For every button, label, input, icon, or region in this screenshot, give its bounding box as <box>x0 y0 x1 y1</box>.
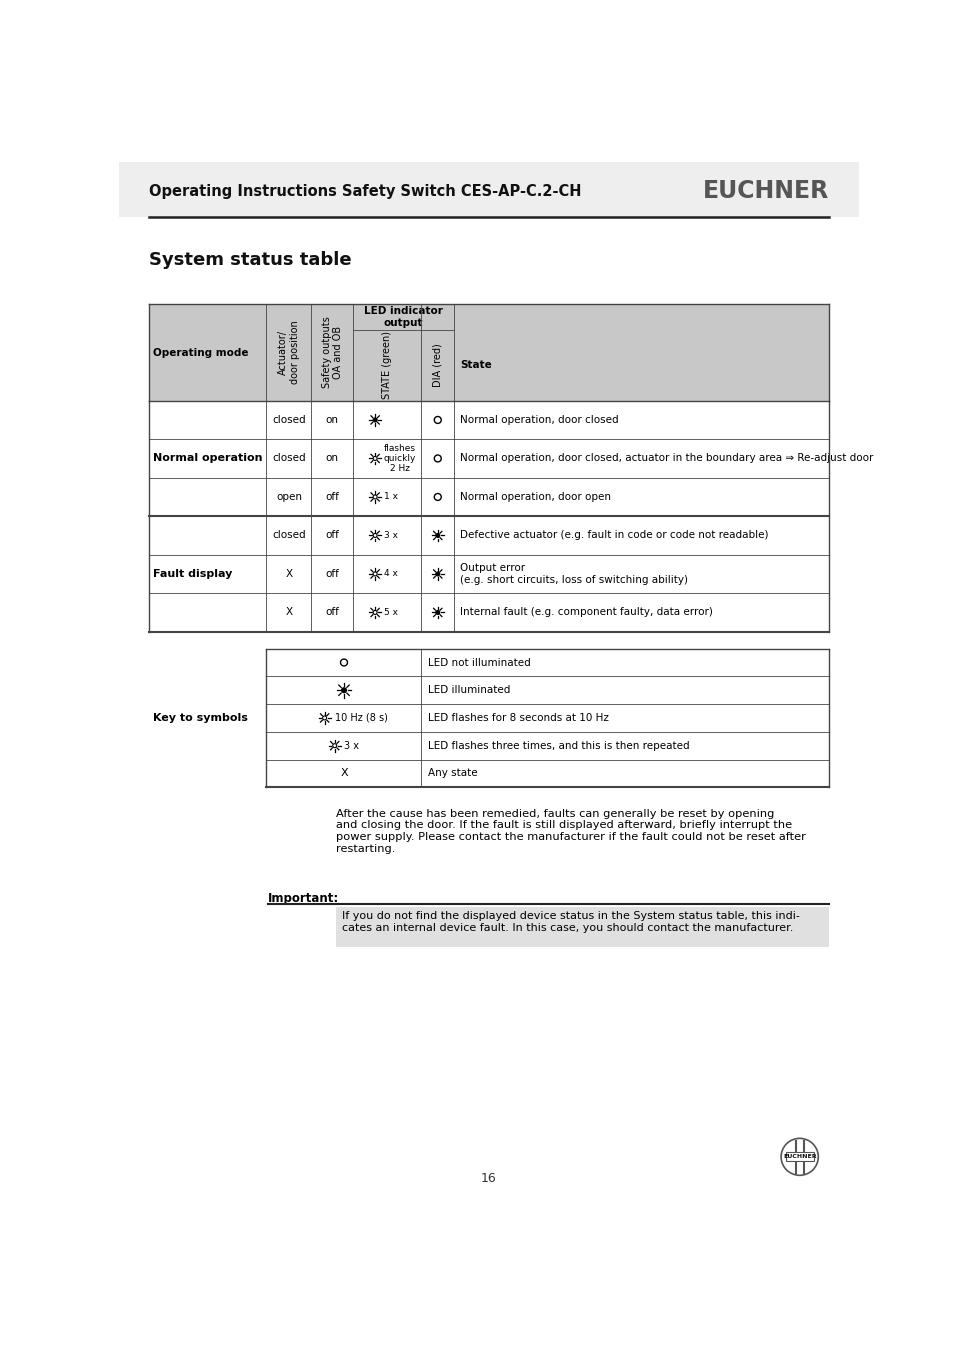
Text: closed: closed <box>272 531 306 540</box>
Text: X: X <box>285 568 293 579</box>
Text: LED not illuminated: LED not illuminated <box>427 657 530 667</box>
Circle shape <box>436 533 439 537</box>
Text: EUCHNER: EUCHNER <box>782 1154 816 1160</box>
Circle shape <box>436 610 439 614</box>
Bar <box>266 705 828 732</box>
Bar <box>266 732 828 760</box>
Bar <box>149 555 828 593</box>
Text: off: off <box>325 531 339 540</box>
Circle shape <box>436 572 439 576</box>
Text: on: on <box>326 414 338 425</box>
Text: on: on <box>326 454 338 463</box>
Circle shape <box>781 1138 818 1176</box>
Bar <box>149 516 828 555</box>
Text: X: X <box>340 768 348 779</box>
Bar <box>335 907 828 948</box>
Circle shape <box>322 716 326 720</box>
Text: 1 x: 1 x <box>383 493 397 501</box>
Text: LED indicator
output: LED indicator output <box>364 306 442 328</box>
Text: open: open <box>275 491 302 502</box>
Bar <box>119 162 858 217</box>
Text: flashes
quickly
2 Hz: flashes quickly 2 Hz <box>383 444 416 474</box>
Text: closed: closed <box>272 454 306 463</box>
Text: X: X <box>285 608 293 617</box>
Text: 3 x: 3 x <box>344 741 358 751</box>
Text: 5 x: 5 x <box>383 608 397 617</box>
Bar <box>266 760 828 787</box>
Text: Normal operation: Normal operation <box>153 454 263 463</box>
Text: off: off <box>325 608 339 617</box>
Circle shape <box>434 417 441 424</box>
Circle shape <box>373 456 376 460</box>
Text: Defective actuator (e.g. fault in code or code not readable): Defective actuator (e.g. fault in code o… <box>459 531 768 540</box>
Text: EUCHNER: EUCHNER <box>702 180 828 204</box>
Text: Internal fault (e.g. component faulty, data error): Internal fault (e.g. component faulty, d… <box>459 608 713 617</box>
Text: LED illuminated: LED illuminated <box>427 686 510 695</box>
Circle shape <box>434 455 441 462</box>
Text: Safety outputs
OA and OB: Safety outputs OA and OB <box>321 317 343 389</box>
Text: Any state: Any state <box>427 768 476 779</box>
Text: Actuator/
door position: Actuator/ door position <box>278 321 299 385</box>
Text: DIA (red): DIA (red) <box>433 343 442 387</box>
Text: Important:: Important: <box>268 892 339 904</box>
Text: LED flashes three times, and this is then repeated: LED flashes three times, and this is the… <box>427 741 689 751</box>
Text: Output error
(e.g. short circuits, loss of switching ability): Output error (e.g. short circuits, loss … <box>459 563 687 585</box>
Text: Key to symbols: Key to symbols <box>153 713 248 724</box>
Text: State: State <box>459 360 492 370</box>
Text: 10 Hz (8 s): 10 Hz (8 s) <box>335 713 388 724</box>
Text: 3 x: 3 x <box>383 531 397 540</box>
Circle shape <box>373 533 376 537</box>
Bar <box>149 593 828 632</box>
Circle shape <box>373 495 376 500</box>
Bar <box>266 648 828 676</box>
Bar <box>785 1152 813 1161</box>
Bar <box>266 676 828 705</box>
Text: off: off <box>325 491 339 502</box>
Text: STATE (green): STATE (green) <box>382 331 392 400</box>
Text: closed: closed <box>272 414 306 425</box>
Text: If you do not find the displayed device status in the System status table, this : If you do not find the displayed device … <box>342 911 800 933</box>
Text: Operating Instructions Safety Switch CES-AP-C.2-CH: Operating Instructions Safety Switch CES… <box>149 184 580 198</box>
Text: off: off <box>325 568 339 579</box>
Text: LED flashes for 8 seconds at 10 Hz: LED flashes for 8 seconds at 10 Hz <box>427 713 608 724</box>
Circle shape <box>373 418 376 423</box>
Bar <box>149 401 828 439</box>
Circle shape <box>333 744 336 748</box>
Text: System status table: System status table <box>149 251 351 269</box>
Text: Fault display: Fault display <box>153 568 233 579</box>
Text: 4 x: 4 x <box>383 570 397 578</box>
Text: After the cause has been remedied, faults can generally be reset by opening
and : After the cause has been remedied, fault… <box>335 809 805 853</box>
Bar <box>149 305 828 401</box>
Bar <box>149 439 828 478</box>
Text: Normal operation, door open: Normal operation, door open <box>459 491 611 502</box>
Circle shape <box>341 687 346 693</box>
Text: 16: 16 <box>480 1172 497 1185</box>
Text: Operating mode: Operating mode <box>153 347 249 358</box>
Circle shape <box>373 610 376 614</box>
Bar <box>149 478 828 516</box>
Text: Normal operation, door closed: Normal operation, door closed <box>459 414 618 425</box>
Circle shape <box>434 494 441 501</box>
Circle shape <box>373 572 376 576</box>
Text: Normal operation, door closed, actuator in the boundary area ⇒ Re-adjust door: Normal operation, door closed, actuator … <box>459 454 873 463</box>
Circle shape <box>340 659 347 666</box>
